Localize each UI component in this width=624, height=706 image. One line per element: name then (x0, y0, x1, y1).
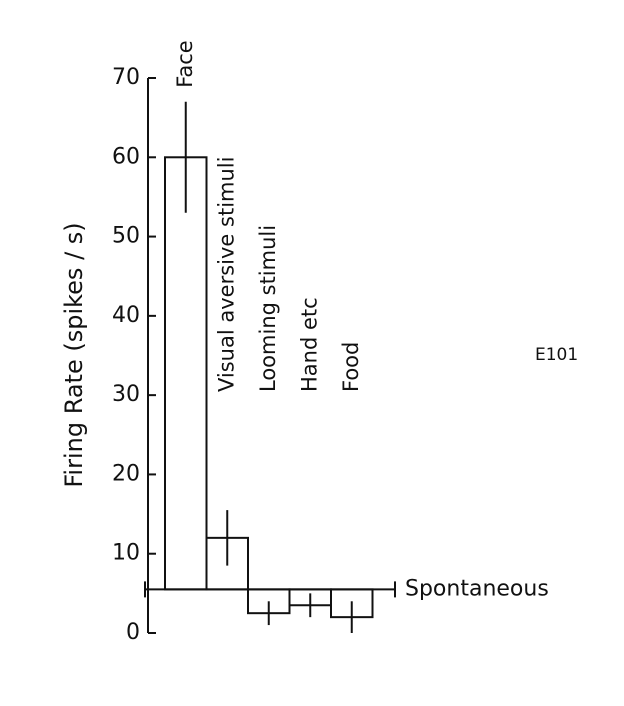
y-tick-label: 70 (112, 65, 140, 90)
category-label: Looming stimuli (256, 225, 280, 392)
y-tick-label: 20 (112, 461, 140, 486)
y-tick-label: 10 (112, 541, 140, 566)
baseline-label: Spontaneous (405, 576, 549, 601)
annotation: E101 (535, 345, 578, 365)
y-tick-label: 30 (112, 382, 140, 407)
category-label: Food (339, 342, 363, 392)
category-label: Hand etc (297, 297, 321, 392)
category-label: Visual aversive stimuli (214, 157, 238, 392)
y-tick-label: 60 (112, 144, 140, 169)
y-tick-label: 0 (126, 620, 140, 645)
y-tick-label: 40 (112, 303, 140, 328)
y-axis-label: Firing Rate (spikes / s) (60, 222, 88, 487)
y-tick-label: 50 (112, 224, 140, 249)
category-label: Face (173, 40, 197, 88)
bar (164, 156, 208, 591)
